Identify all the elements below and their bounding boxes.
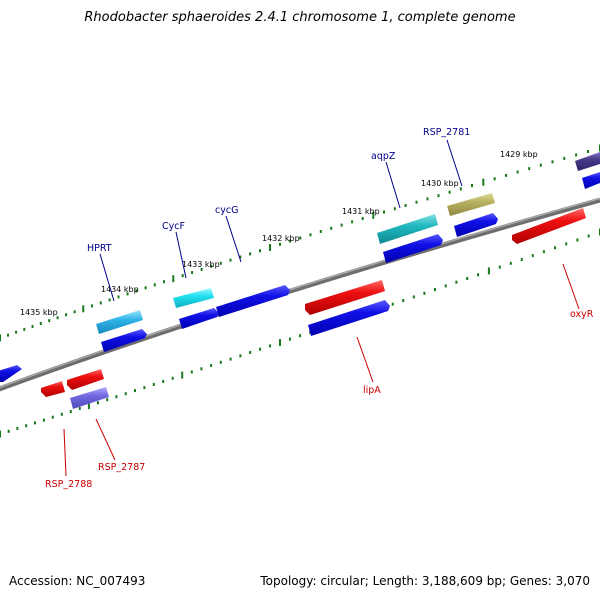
kbp-label-1430: 1430 kbp — [421, 179, 459, 188]
gene-rsp2787[interactable] — [70, 387, 109, 409]
gene-hprt[interactable] — [96, 310, 143, 334]
gene-oxyr[interactable] — [512, 208, 586, 244]
callout-line-aqpz — [385, 161, 401, 209]
genome-summary-text: Topology: circular; Length: 3,188,609 bp… — [260, 574, 590, 588]
map-title: Rhodobacter sphaeroides 2.4.1 chromosome… — [84, 10, 516, 25]
gene-label-cycg: cycG — [215, 205, 238, 216]
gene-cycf[interactable] — [173, 288, 214, 308]
gene-rsp2787-red[interactable] — [67, 369, 104, 390]
kbp-label-1435: 1435 kbp — [20, 308, 58, 317]
callout-line-rsp2788 — [63, 428, 67, 477]
callout-line-lipa — [356, 336, 374, 383]
callout-line-cycg — [225, 215, 242, 263]
callout-line-rsp2781 — [446, 139, 463, 187]
gene-label-rsp2787: RSP_2787 — [98, 462, 145, 473]
kbp-label-1431: 1431 kbp — [342, 207, 380, 216]
gene-forward-blue-5[interactable] — [383, 234, 443, 263]
chromosome-backbone — [0, 197, 600, 392]
gene-forward-blue-3[interactable] — [179, 308, 219, 329]
callout-line-cycf — [175, 231, 187, 279]
gene-rsp2788[interactable] — [41, 381, 65, 397]
gene-forward-partial-right[interactable] — [575, 152, 600, 171]
accession-text: Accession: NC_007493 — [9, 574, 146, 588]
gene-label-cycf: CycF — [162, 221, 185, 232]
gene-forward-blue-2[interactable] — [101, 329, 147, 352]
gene-rsp2781[interactable] — [447, 193, 495, 216]
gene-label-rsp2788: RSP_2788 — [45, 479, 92, 490]
gene-forward-blue-7[interactable] — [582, 172, 600, 189]
gene-label-aqpz: aqpZ — [371, 151, 396, 162]
gene-forward-blue-1[interactable] — [0, 365, 22, 382]
kbp-label-1434: 1434 kbp — [101, 285, 139, 294]
gene-forward-blue-4[interactable] — [308, 300, 390, 336]
callout-line-rsp2787 — [95, 418, 116, 461]
gene-label-lipa: lipA — [363, 385, 381, 396]
scale-ticks-upper — [0, 144, 600, 342]
gene-label-rsp2781: RSP_2781 — [423, 127, 470, 138]
scale-ticks-lower — [0, 228, 600, 438]
kbp-label-1432: 1432 kbp — [262, 234, 300, 243]
gene-aqpz[interactable] — [377, 214, 438, 244]
gene-lipa[interactable] — [305, 280, 385, 315]
kbp-label-1429: 1429 kbp — [500, 150, 538, 159]
kbp-label-1433: 1433 kbp — [182, 260, 220, 269]
gene-label-oxyr: oxyR — [570, 309, 594, 320]
callout-line-hprt — [99, 253, 115, 302]
gene-label-hprt: HPRT — [87, 243, 112, 254]
gene-forward-blue-6[interactable] — [454, 213, 498, 237]
callout-line-oxyr — [562, 263, 580, 310]
gene-cycg[interactable] — [216, 285, 290, 317]
